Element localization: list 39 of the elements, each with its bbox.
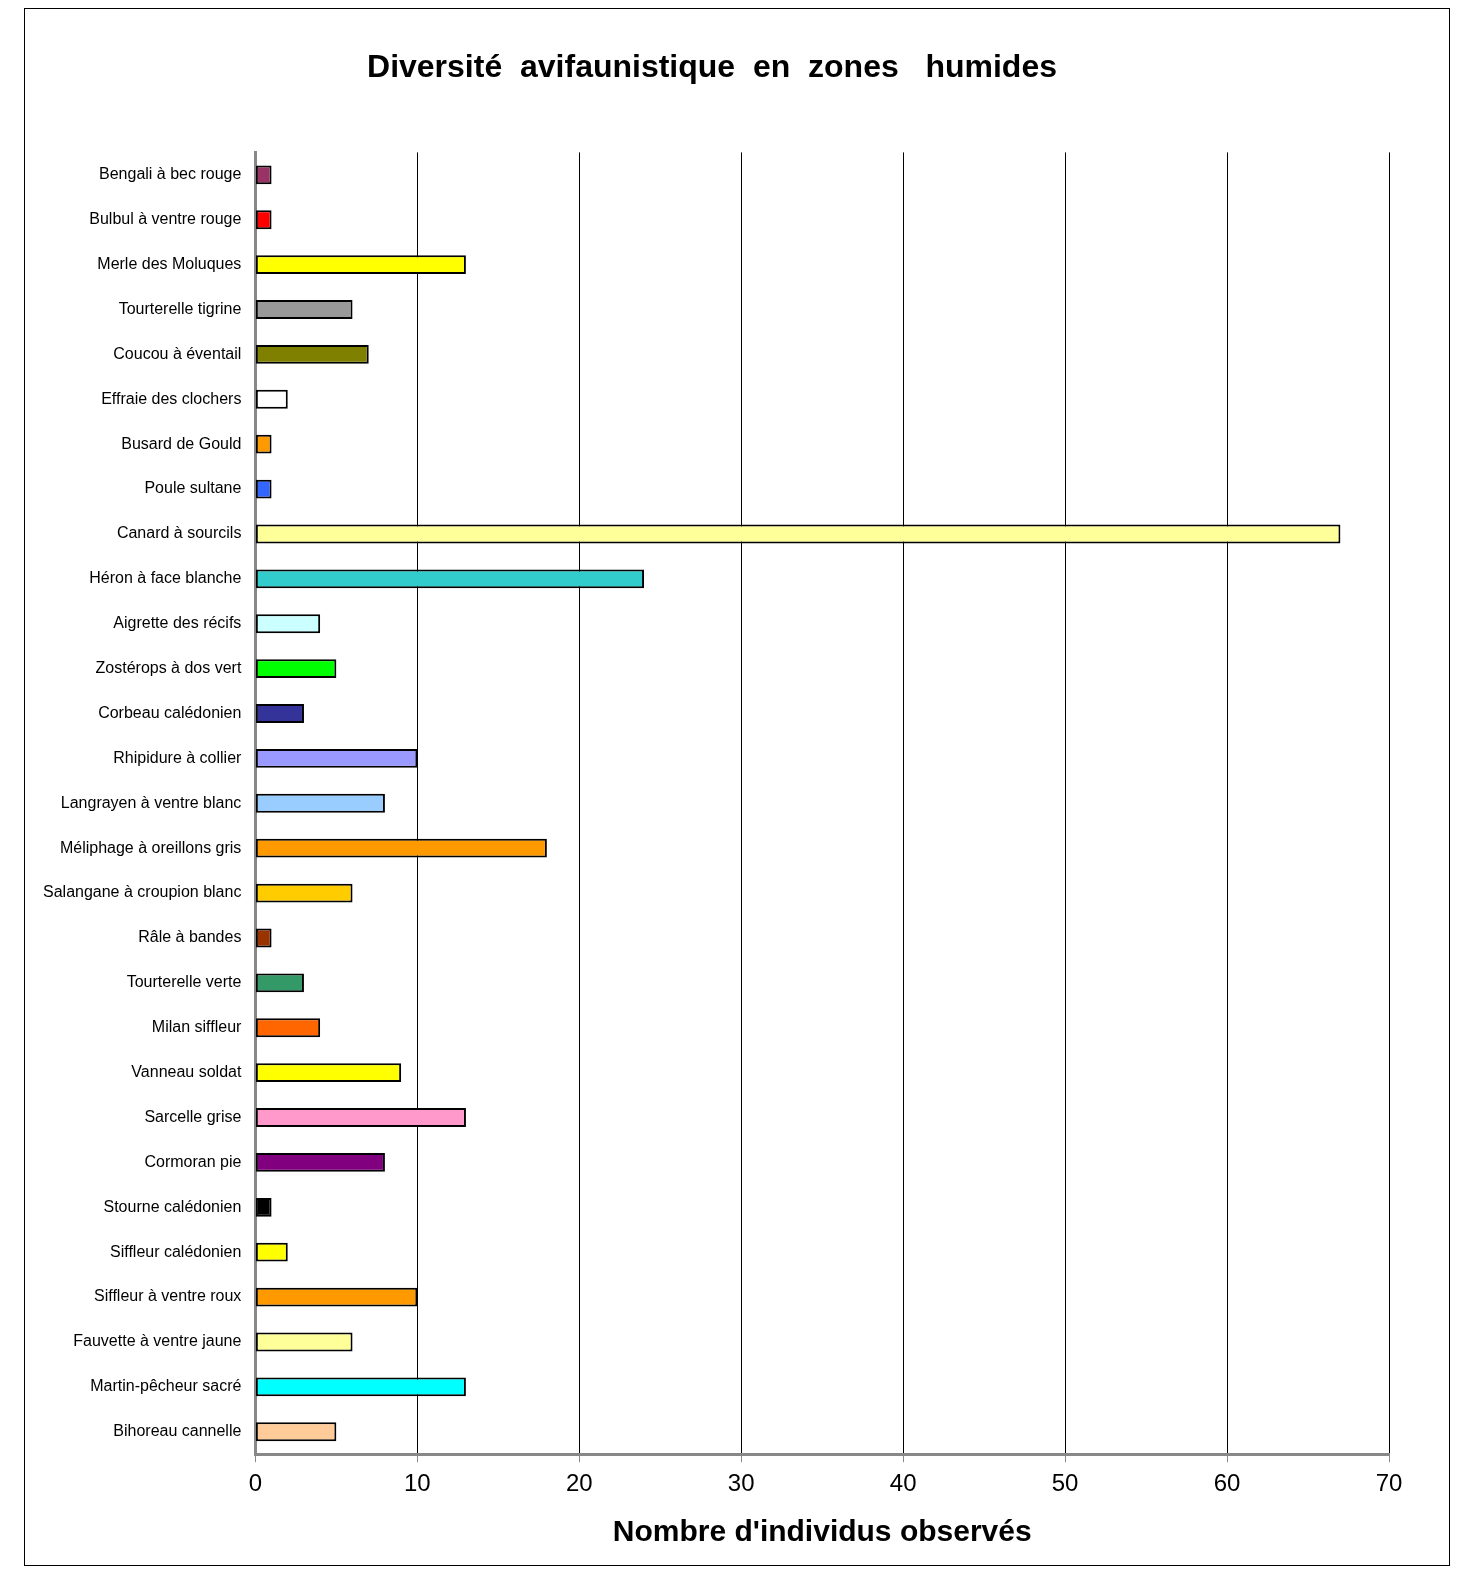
y-tick-label: Canard à sourcils [116,524,242,542]
y-tick-label: Poule sultane [144,479,242,497]
y-tick-label: Tourterelle tigrine [118,299,242,317]
x-tick-label: 60 [1213,1469,1241,1497]
y-tick-label: Coucou à éventail [113,344,242,362]
y-tick-label: Cormoran pie [144,1152,242,1170]
x-tick-label: 70 [1375,1469,1403,1497]
y-tick-label: Bengali à bec rouge [99,165,242,183]
y-tick-label: Tourterelle verte [126,973,242,991]
y-tick-label: Effraie des clochers [101,389,242,407]
y-tick-label: Corbeau calédonien [98,703,242,721]
y-tick-label: Merle des Moluques [97,255,242,273]
y-tick-label: Vanneau soldat [131,1063,242,1081]
y-tick-label: Martin-pêcheur sacré [90,1377,242,1395]
y-tick-label: Aigrette des récifs [113,614,242,632]
x-tick-label: 40 [889,1469,917,1497]
y-tick-label: Bulbul à ventre rouge [89,210,242,228]
y-tick-label: Milan siffleur [151,1018,243,1036]
y-tick-label: Héron à face blanche [89,569,242,587]
y-tick-label: Salangane à croupion blanc [43,883,242,901]
y-tick-label: Fauvette à ventre jaune [73,1332,242,1350]
y-tick-label: Langrayen à ventre blanc [60,793,242,811]
y-tick-label: Râle à bandes [138,928,242,946]
x-tick-label: 10 [403,1469,431,1497]
x-axis-title: Nombre d'individus observés [612,1514,1032,1548]
y-tick-label: Bihoreau cannelle [113,1422,242,1440]
x-tick-label: 30 [727,1469,755,1497]
y-tick-label: Méliphage à oreillons gris [59,838,242,856]
y-tick-label: Siffleur à ventre roux [94,1287,242,1305]
y-tick-label: Stourne calédonien [103,1197,242,1215]
y-tick-label: Siffleur calédonien [110,1242,242,1260]
y-tick-label: Sarcelle grise [144,1107,242,1125]
x-tick-label: 0 [248,1469,263,1497]
y-tick-label: Zostérops à dos vert [95,659,242,677]
y-tick-label: Rhipidure à collier [113,748,243,766]
x-tick-label: 50 [1051,1469,1079,1497]
x-tick-label: 20 [565,1469,593,1497]
chart-title: Diversité avifaunistique en zones humides [367,48,1057,85]
y-tick-label: Busard de Gould [121,434,242,452]
